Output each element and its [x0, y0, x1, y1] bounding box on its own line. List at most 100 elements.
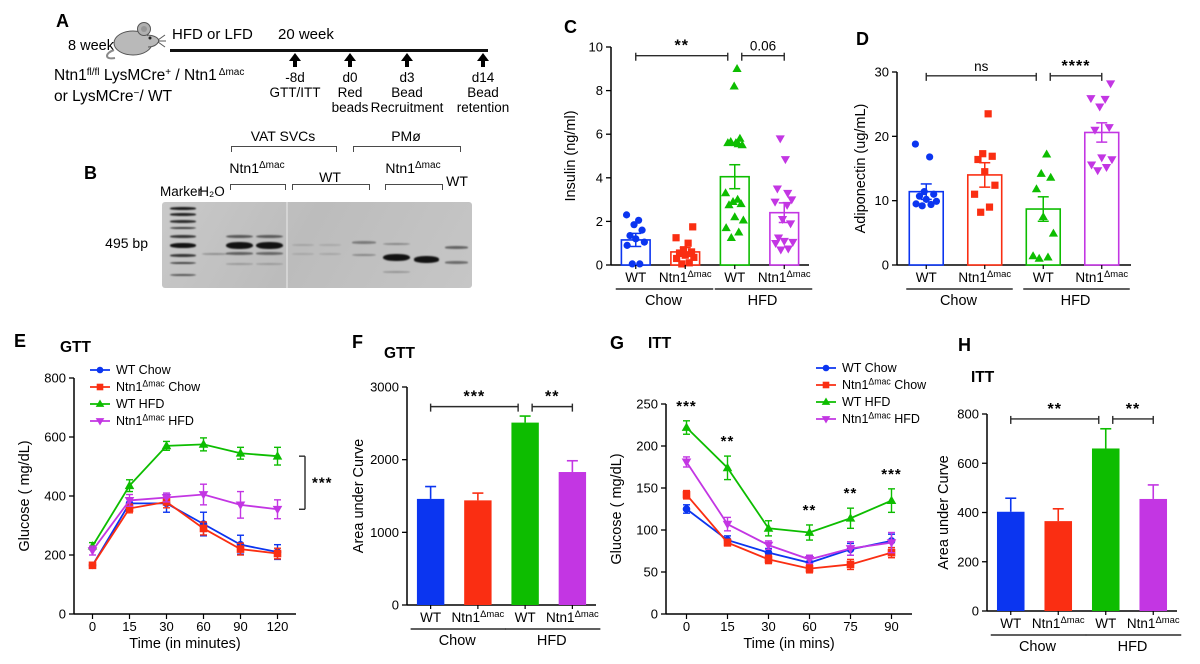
panel-f-label: F [352, 332, 363, 352]
point-triangle-up [1043, 252, 1053, 261]
gel-band [383, 271, 410, 273]
point-square [687, 248, 696, 256]
point-square [199, 524, 208, 533]
point-square [678, 260, 686, 268]
group-label: HFD [1118, 639, 1148, 655]
series-line [91, 493, 278, 552]
sig-label: ** [1126, 401, 1140, 418]
y-axis-label: Glucose ( mg/dL) [609, 453, 625, 564]
x-tick-label: 60 [196, 619, 210, 634]
bar [996, 511, 1025, 611]
point-triangle-down [763, 541, 774, 551]
x-tick-label: 0 [89, 619, 96, 634]
genotype-part: / Ntn1 [171, 67, 217, 84]
point-triangle-down [1107, 156, 1117, 165]
chart-title: GTT [60, 339, 92, 356]
point-circle [927, 200, 935, 209]
point-square [88, 561, 97, 570]
legend-label: Ntn1Δmac HFD [116, 412, 194, 428]
adiponectin-chart: 0 10 20 30 Adiponectin (ug/mL) WT Ntn1Δmac WT Nt… [845, 25, 1197, 313]
chart-title: ITT [971, 369, 995, 386]
lane-label-sup: Δmac [259, 160, 285, 171]
series-line [685, 494, 892, 570]
point-triangle-down [235, 501, 246, 510]
d-chart-svg: 0 10 20 30 Adiponectin (ug/mL) WT Ntn1Δmac WT Nt… [853, 58, 1131, 309]
pmo-ntn1-bracket [385, 184, 443, 190]
group-label: Chow [439, 633, 477, 649]
diet-label: HFD or LFD [172, 26, 253, 43]
bar [511, 422, 539, 605]
point-triangle-down [1090, 126, 1100, 135]
point-triangle-up [1028, 251, 1038, 260]
gel-band [383, 254, 410, 261]
point-triangle-up [732, 64, 742, 72]
point-square [679, 246, 688, 254]
legend-label: Ntn1Δmac Chow [116, 378, 201, 394]
sig-label: *** [312, 475, 333, 492]
event-day: d3 [399, 70, 415, 85]
y-axis-label: Insulin (ng/ml) [563, 110, 579, 201]
y-tick-label: 4 [596, 170, 603, 185]
gtt-auc-chart: GTT 0 1000 2000 3000 Area under Curve WT Ntn1Δm… [350, 332, 616, 662]
genotype-part: or LysMCre [54, 87, 134, 105]
y-tick-label: 3000 [370, 380, 399, 395]
point-triangle-down [804, 556, 815, 565]
event-day: -8d [285, 70, 305, 85]
x-axis-label: Time (in minutes) [129, 636, 240, 652]
y-tick-label: 2 [596, 214, 603, 229]
x-category-label: Ntn1Δmac [958, 269, 1011, 285]
series-line [91, 500, 278, 566]
y-tick-label: 400 [44, 489, 66, 504]
y-tick-label: 10 [589, 40, 603, 55]
x-category-label: Ntn1Δmac [659, 269, 712, 285]
gel-band [170, 207, 196, 210]
point-triangle-down [788, 238, 798, 247]
point-triangle-up [95, 399, 105, 407]
y-tick-label: 400 [957, 505, 979, 520]
point-triangle-down [124, 497, 135, 506]
genotype-sup: fl/fl [86, 67, 100, 78]
point-square [672, 234, 680, 242]
pmo-bracket [353, 146, 461, 152]
y-axis-label: Area under Curve [351, 439, 367, 553]
point-triangle-up [733, 194, 743, 203]
gel-band [445, 261, 468, 264]
point-triangle-down [772, 185, 782, 194]
point-triangle-up [726, 137, 736, 146]
legend-label: Ntn1Δmac HFD [842, 410, 920, 426]
y-axis-label: Adiponectin (ug/mL) [853, 104, 869, 234]
x-tick-label: 90 [233, 619, 247, 634]
point-triangle-down [779, 237, 789, 246]
y-tick-label: 10 [875, 193, 889, 208]
x-tick-label: 15 [720, 619, 734, 634]
genotype-line-1: Ntn1fl/fl LysMCre+ / Ntn1 Δmac [54, 66, 244, 87]
gel-group-pmo: PMø [391, 128, 421, 144]
x-category-label: WT [420, 610, 441, 625]
point-triangle-up [726, 232, 736, 241]
point-triangle-up [735, 133, 745, 142]
gel-band [352, 254, 376, 257]
event-desc: Red beads [331, 85, 369, 116]
point-triangle-down [782, 201, 792, 210]
point-circle [912, 200, 920, 208]
g-chart-svg: ITT 0 50 100 150 200 250 Glucose ( mg/dL) 0 15 30 6… [609, 335, 927, 652]
point-triangle-down [1105, 80, 1116, 89]
x-category-label: WT [625, 270, 646, 285]
up-arrow-stem [405, 61, 409, 67]
panel-h-label: H [958, 335, 971, 355]
point-square [977, 208, 985, 216]
up-arrow-stem [348, 61, 352, 67]
point-square [685, 259, 693, 267]
gel-band [202, 253, 228, 256]
gel-band [226, 263, 253, 265]
panel-c-label: C [564, 17, 577, 37]
point-triangle-down [1086, 161, 1097, 170]
bar [416, 498, 445, 605]
y-tick-label: 50 [644, 565, 658, 580]
y-tick-label: 8 [596, 83, 603, 98]
chart-title: GTT [384, 345, 416, 362]
event-desc: Bead retention [456, 85, 510, 116]
point-square [764, 555, 773, 564]
point-triangle-up [729, 81, 739, 90]
genotype-part: Ntn1 [54, 67, 87, 84]
